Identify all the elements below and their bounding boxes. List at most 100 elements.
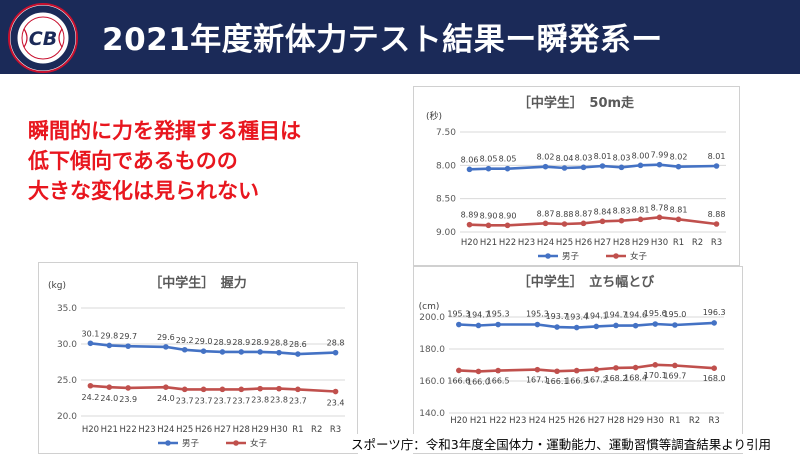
data-point-girls (332, 388, 339, 395)
x-tick-label: H23 (138, 425, 155, 435)
source-citation: スポーツ庁：令和3年度全国体力・運動能力、運動習慣等調査結果より引用 (349, 434, 773, 453)
x-tick-label: H21 (480, 238, 497, 248)
data-point-boys (618, 164, 625, 171)
data-point-boys (573, 324, 580, 331)
data-label: 23.7 (214, 396, 232, 405)
data-point-girls (656, 214, 663, 221)
y-unit-label: (cm) (419, 302, 440, 312)
x-tick-label: H24 (157, 425, 174, 435)
data-point-girls (637, 216, 644, 223)
data-label: 23.7 (289, 396, 307, 405)
legend-label: 女子 (630, 251, 648, 262)
data-point-girls (542, 220, 549, 227)
data-point-girls (257, 385, 263, 392)
data-point-girls (276, 385, 282, 392)
data-label: 196.3 (703, 308, 726, 317)
data-label: 8.84 (594, 207, 612, 216)
x-tick-label: H23 (509, 416, 526, 426)
data-label: 166.5 (487, 377, 510, 386)
data-point-boys (613, 322, 619, 329)
data-label: 29.8 (100, 331, 118, 340)
data-label: 195.0 (663, 310, 686, 319)
page-title: 2021年度新体力テスト結果ー瞬発系ー (102, 22, 663, 58)
series-line-girls (90, 384, 336, 393)
data-point-girls (106, 384, 113, 390)
y-tick-label: 180.0 (419, 345, 445, 355)
x-tick-label: H30 (270, 425, 287, 435)
x-tick-label: R2 (692, 238, 703, 248)
chart-panel-50m-run: ［中学生］ 50m走 (秒) 7.50 8.00 8.50 9.00 H20 H21 H22 H2… (413, 86, 740, 266)
data-label: 195.3 (526, 310, 549, 319)
data-label: 29.0 (195, 337, 213, 346)
summary-message: 瞬間的に力を発揮する種目は 低下傾向であるものの 大きな変化は見られない (28, 116, 301, 206)
data-point-girls (618, 217, 625, 224)
data-label: 29.2 (176, 336, 194, 345)
legend-marker (165, 440, 171, 446)
data-label: 8.01 (594, 152, 612, 161)
y-tick-label: 25.0 (57, 376, 77, 386)
chart-panel-standing-long-jump: ［中学生］ 立ち幅とび (cm) 140.0 160.0 180.0 200.0 H20 H2… (413, 266, 743, 454)
data-label: 8.81 (632, 205, 650, 214)
x-tick-label: H23 (518, 238, 535, 248)
legend-marker (613, 253, 619, 259)
x-tick-label: H21 (101, 425, 118, 435)
data-label: 195.3 (487, 310, 510, 319)
y-tick-label: 9.00 (436, 228, 456, 238)
data-label: 8.00 (632, 151, 650, 160)
data-label: 195.3 (447, 310, 470, 319)
x-tick-label: H26 (568, 416, 585, 426)
data-point-boys (257, 349, 263, 355)
data-label: 23.7 (176, 396, 194, 405)
data-point-boys (475, 322, 482, 329)
x-tick-label: H26 (575, 238, 592, 248)
data-point-girls (504, 222, 511, 229)
series-line-boys (458, 321, 715, 329)
data-label: 194.1 (585, 311, 608, 320)
data-label: 24.2 (82, 393, 100, 402)
data-label: 8.83 (613, 207, 631, 216)
series-line-boys (469, 163, 717, 171)
data-point-girls (711, 365, 717, 371)
data-point-boys (332, 349, 339, 356)
data-point-girls (554, 368, 560, 375)
data-point-boys (675, 163, 682, 170)
data-point-boys (561, 165, 568, 171)
data-point-boys (632, 322, 639, 329)
data-label: 23.9 (119, 395, 137, 404)
data-label: 23.7 (195, 396, 213, 405)
data-point-girls (534, 366, 541, 373)
data-point-boys (238, 349, 245, 355)
x-tick-label: H30 (647, 416, 664, 426)
data-label: 193.7 (546, 312, 569, 321)
x-tick-label: H21 (470, 416, 487, 426)
data-point-boys (163, 344, 169, 350)
data-label: 8.02 (537, 153, 555, 162)
data-label: 8.03 (575, 153, 593, 162)
data-point-girls (632, 364, 639, 371)
x-tick-label: H20 (82, 425, 99, 435)
data-point-girls (456, 367, 462, 374)
data-point-boys (713, 163, 720, 169)
chart-panel-grip-strength: ［中学生］ 握力 (kg) 20.0 25.0 30.0 35.0 H20 H21 H22 H23… (38, 262, 358, 454)
data-label: 194.7 (605, 310, 628, 319)
data-label: 29.6 (157, 333, 175, 342)
data-point-boys (504, 165, 511, 172)
data-point-girls (238, 386, 245, 393)
data-label: 8.03 (613, 153, 631, 162)
data-point-girls (181, 386, 188, 393)
x-tick-label: R3 (709, 416, 720, 426)
x-tick-label: H29 (627, 416, 644, 426)
x-tick-label: H20 (450, 416, 467, 426)
data-label: 8.05 (499, 155, 517, 164)
data-point-girls (219, 386, 226, 393)
data-label: 8.90 (499, 211, 517, 220)
data-label: 194.6 (624, 311, 647, 320)
data-label: 8.01 (708, 152, 726, 161)
summary-line-1: 瞬間的に力を発揮する種目は (28, 119, 301, 143)
data-point-girls (485, 222, 492, 229)
data-point-boys (200, 348, 207, 354)
y-tick-label: 160.0 (419, 377, 445, 387)
data-label: 23.8 (251, 396, 269, 405)
series-line-boys (90, 342, 336, 356)
